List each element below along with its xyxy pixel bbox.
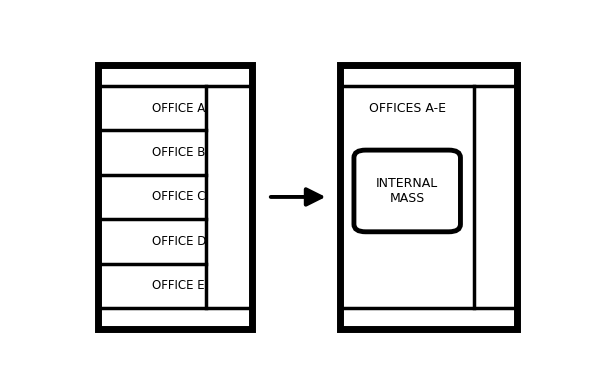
FancyBboxPatch shape xyxy=(354,150,460,232)
Bar xyxy=(340,65,517,329)
Text: OFFICE B: OFFICE B xyxy=(152,146,205,159)
Text: INTERNAL
MASS: INTERNAL MASS xyxy=(376,177,439,205)
Text: OFFICE D: OFFICE D xyxy=(152,235,206,248)
Text: OFFICE E: OFFICE E xyxy=(152,279,205,292)
Text: OFFICES A-E: OFFICES A-E xyxy=(368,102,446,115)
Text: OFFICE A: OFFICE A xyxy=(152,101,205,115)
Bar xyxy=(98,65,252,329)
Text: OFFICE C: OFFICE C xyxy=(152,190,205,204)
